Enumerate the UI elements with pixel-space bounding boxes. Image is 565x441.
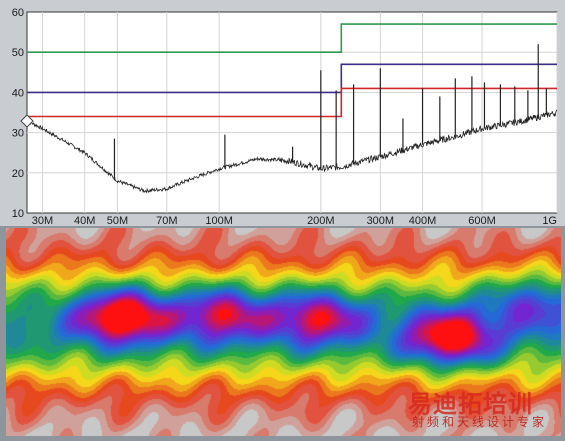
- limit-line: [27, 63, 557, 94]
- near-field-scan-heatmap: [6, 228, 561, 436]
- measured-trace: [27, 44, 558, 194]
- logo-tagline: 射频和天线设计专家: [412, 415, 548, 429]
- x-tick-label: 70M: [156, 215, 177, 226]
- x-tick-label: 600M: [468, 215, 496, 226]
- limit-line: [27, 23, 557, 54]
- x-tick-label: 200M: [307, 215, 335, 226]
- emission-spectrum-chart: 10 20 30 40 50 60 30M 40M 50M 70M 100M 200M 300M 400…: [0, 0, 565, 226]
- heatmap-canvas: [6, 228, 561, 436]
- y-axis-ticks: 10 20 30 40 50 60: [12, 7, 24, 220]
- training-logo: 易迪拓培训 射频和天线设计专家: [408, 384, 558, 434]
- limit-lines: [27, 23, 557, 118]
- x-tick-label: 40M: [74, 215, 95, 226]
- y-tick-label: 10: [12, 208, 24, 220]
- x-tick-label: 1G: [542, 215, 557, 226]
- y-tick-label: 30: [12, 128, 24, 140]
- limit-line: [27, 87, 557, 118]
- x-axis-ticks: 30M 40M 50M 70M 100M 200M 300M 400M 600M 1G: [32, 215, 557, 226]
- y-tick-label: 50: [12, 47, 24, 59]
- noise-floor-line: [27, 109, 558, 194]
- logo-text: 易迪拓培训: [408, 390, 533, 418]
- plot-area: [26, 11, 558, 214]
- x-tick-label: 400M: [409, 215, 437, 226]
- start-marker-icon: [20, 114, 34, 128]
- y-tick-label: 40: [12, 87, 24, 99]
- y-tick-label: 20: [12, 168, 24, 180]
- x-tick-label: 300M: [367, 215, 395, 226]
- y-tick-label: 60: [12, 7, 24, 19]
- x-tick-label: 100M: [205, 215, 233, 226]
- x-tick-label: 30M: [32, 215, 53, 226]
- x-tick-label: 50M: [107, 215, 128, 226]
